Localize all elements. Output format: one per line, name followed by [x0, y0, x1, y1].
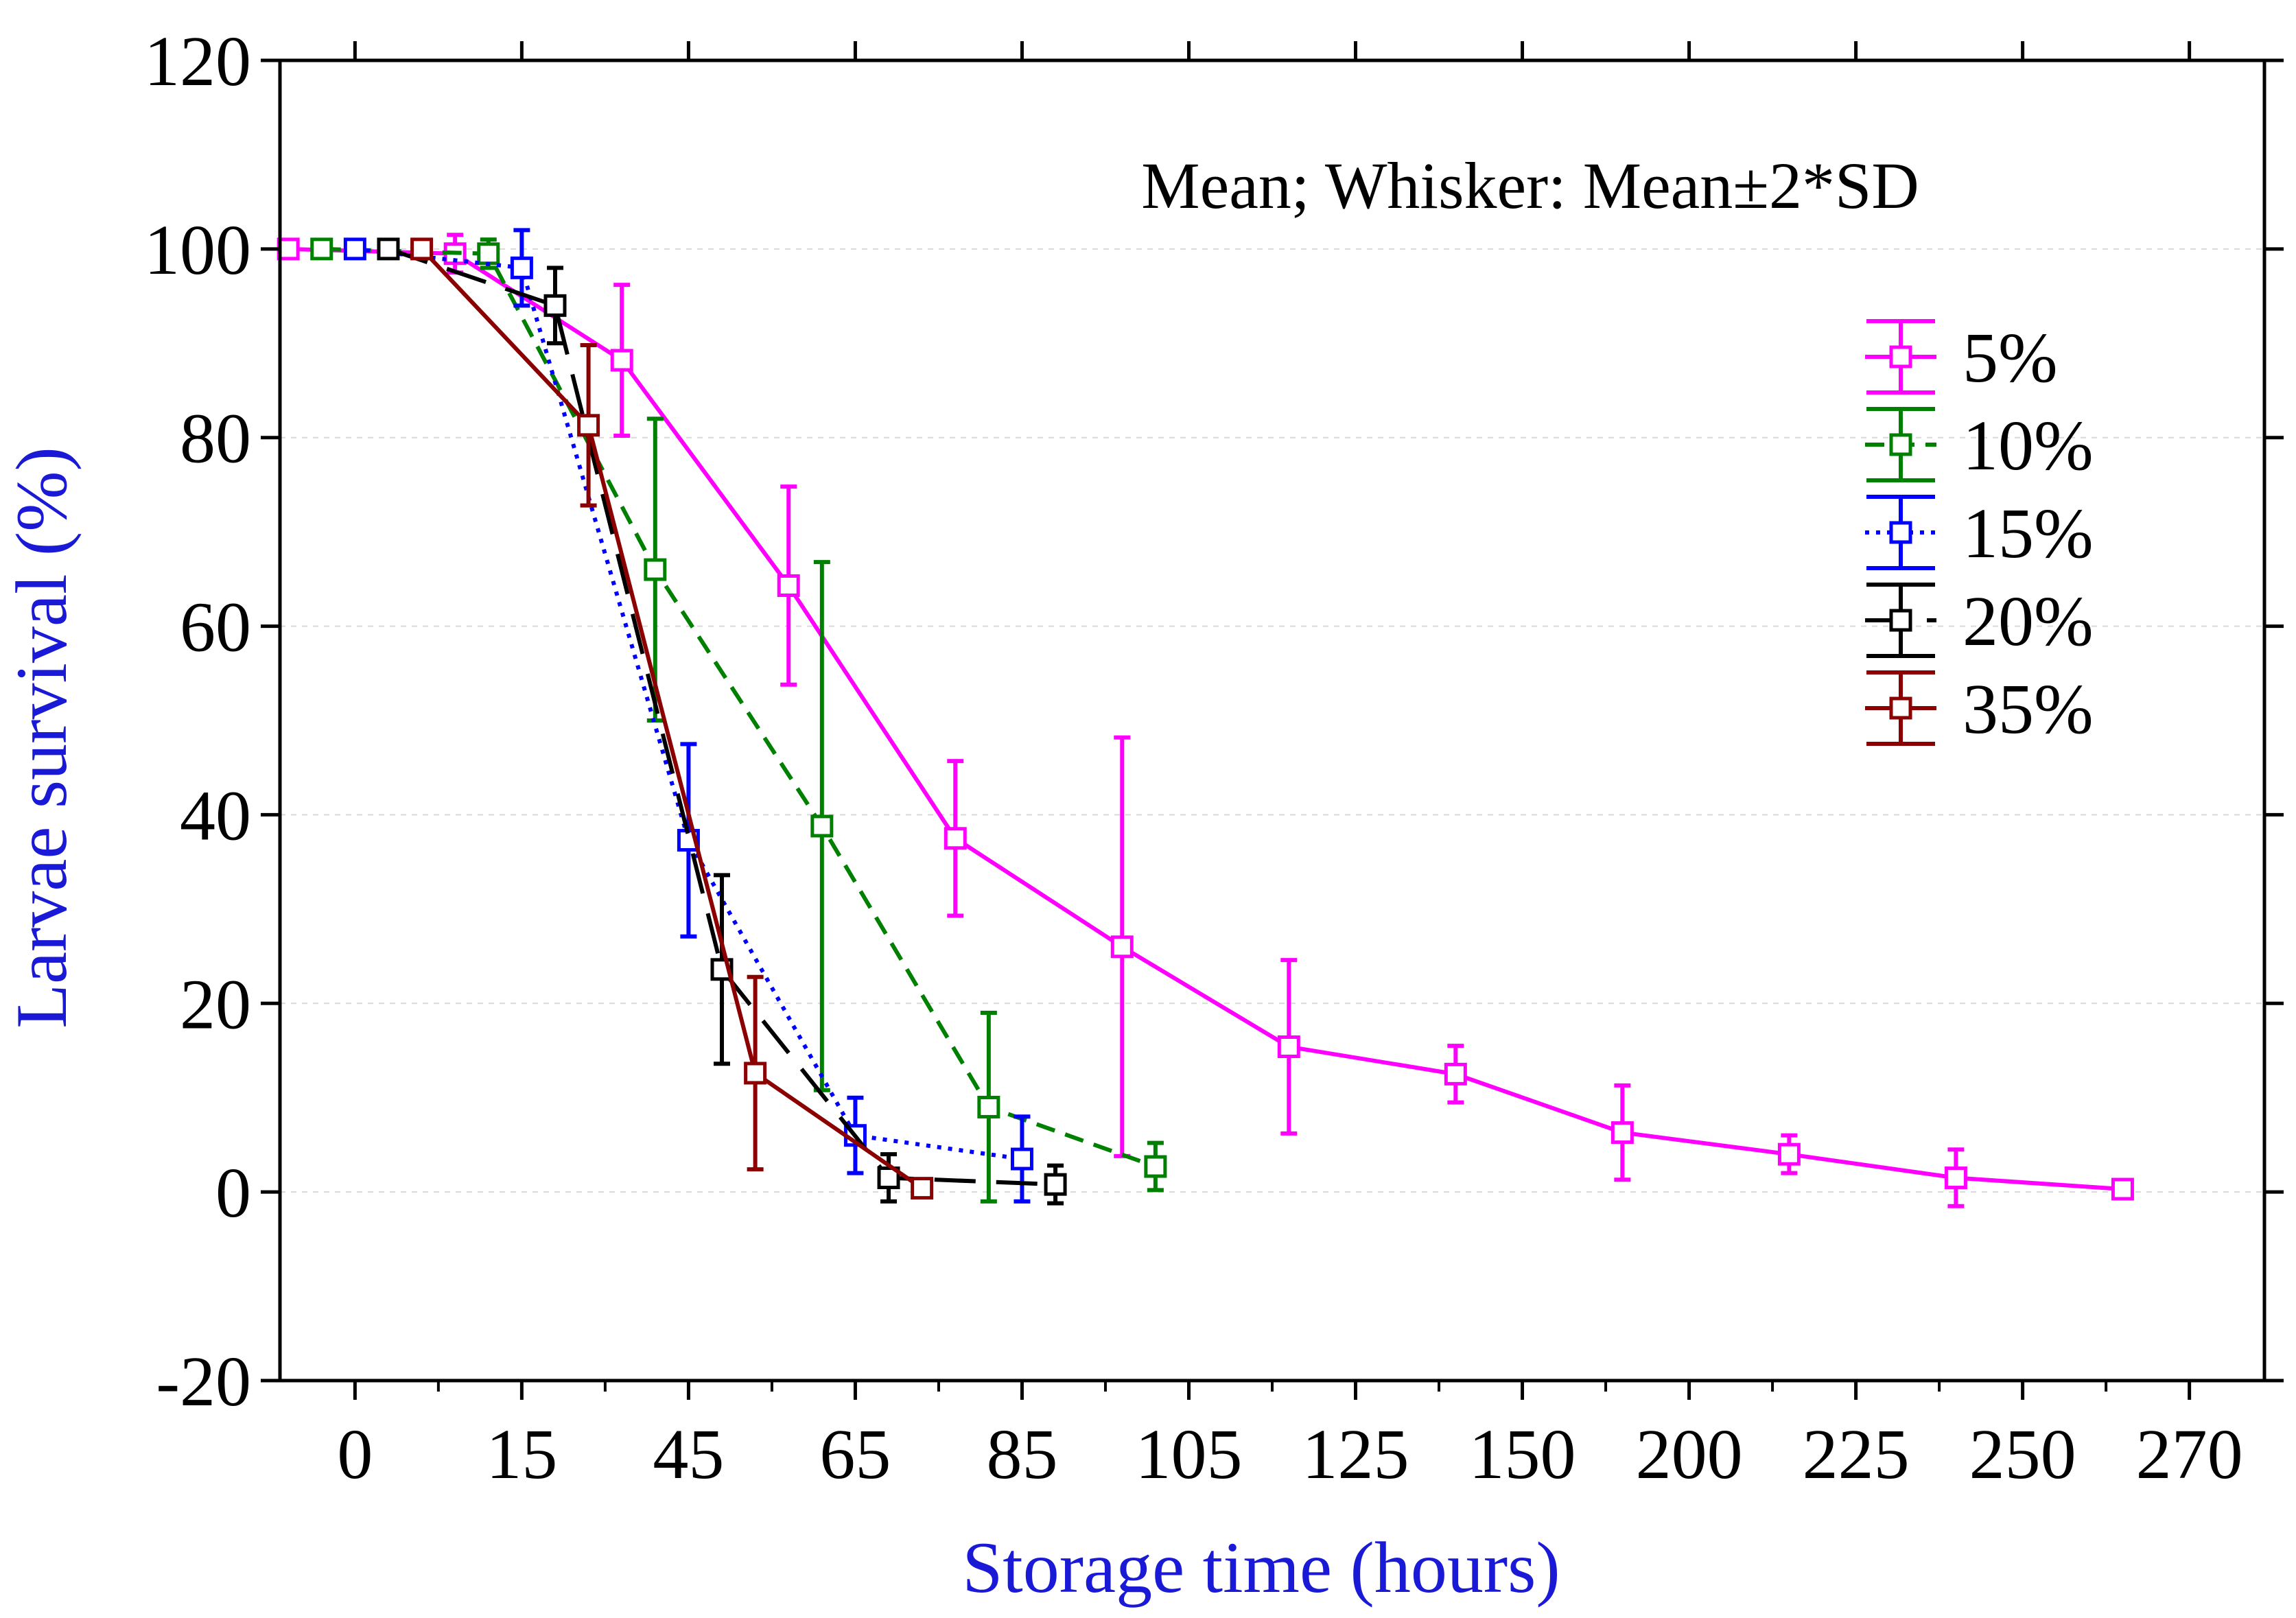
y-tick-label: 120 [144, 22, 251, 101]
legend-label: 15% [1963, 494, 2094, 573]
data-point [1044, 1173, 1067, 1196]
legend-marker [1889, 433, 1912, 456]
data-point [610, 349, 633, 372]
data-point [644, 558, 667, 581]
x-tick-label: 85 [986, 1415, 1057, 1494]
series-line [288, 246, 2123, 1192]
data-point [343, 237, 366, 261]
legend-marker [1889, 696, 1912, 720]
series-line [355, 246, 1022, 1162]
data-point [310, 237, 333, 261]
chart-annotation: Mean; Whisker: Mean±2*SD [1141, 149, 1919, 222]
data-point [1010, 1147, 1033, 1171]
data-point [810, 814, 834, 838]
data-point [744, 1062, 767, 1085]
data-point [1110, 935, 1134, 959]
x-tick-label: 150 [1469, 1415, 1576, 1494]
y-axis-label: Larvae survival (%) [1, 447, 82, 1029]
series-layer [277, 228, 2134, 1208]
x-tick-label: 65 [819, 1415, 891, 1494]
legend-label: 5% [1963, 318, 2058, 397]
legend-label: 20% [1963, 582, 2094, 661]
data-point [377, 237, 400, 261]
series-line [420, 247, 924, 1191]
series-line [388, 247, 1056, 1187]
x-tick-label: 125 [1302, 1415, 1409, 1494]
data-point [1777, 1142, 1801, 1166]
data-point [977, 1095, 1000, 1118]
data-point [1944, 1166, 1967, 1190]
y-tick-label: 40 [180, 776, 251, 855]
data-point [277, 237, 300, 261]
data-point [477, 242, 500, 266]
y-tick-label: 60 [180, 588, 251, 667]
legend-marker [1889, 521, 1912, 544]
series-10pct [310, 237, 1167, 1204]
series-line [321, 246, 1156, 1169]
data-point [543, 294, 567, 317]
legend-item: 35% [1865, 670, 2094, 749]
series-20pct [377, 237, 1067, 1206]
x-tick-label: 45 [653, 1415, 724, 1494]
y-tick-label: 80 [180, 399, 251, 478]
series-35pct [410, 237, 934, 1200]
data-point [911, 1177, 934, 1200]
axes: -20 0 20 40 60 80 100 120 0 15 45 65 85 105 125 150 200 2… [144, 22, 2284, 1494]
x-tick-label: 250 [1969, 1415, 2076, 1494]
x-tick-label: 200 [1636, 1415, 1743, 1494]
legend-item: 15% [1865, 494, 2094, 573]
data-point [2111, 1177, 2134, 1201]
legend-label: 10% [1963, 406, 2094, 485]
data-point [1144, 1155, 1167, 1178]
data-point [1444, 1062, 1467, 1086]
x-tick-label: 0 [337, 1415, 373, 1494]
x-tick-label: 105 [1135, 1415, 1242, 1494]
x-tick-label: 225 [1803, 1415, 1910, 1494]
series-15pct [343, 228, 1033, 1204]
data-point [1610, 1121, 1634, 1145]
series-5pct [277, 233, 2134, 1208]
data-point [410, 237, 434, 261]
grid-lines [280, 248, 2264, 1193]
legend-item: 10% [1865, 406, 2094, 485]
x-tick-label: 15 [486, 1415, 557, 1494]
data-point [577, 414, 600, 437]
y-tick-label: 20 [180, 965, 251, 1044]
legend-marker [1889, 345, 1912, 368]
legend-item: 5% [1865, 318, 2058, 397]
x-axis-label: Storage time (hours) [962, 1527, 1560, 1608]
legend-label: 35% [1963, 670, 2094, 749]
y-tick-label: -20 [156, 1342, 251, 1421]
data-point [1277, 1035, 1300, 1059]
y-tick-label: 0 [215, 1153, 251, 1232]
legend-item: 20% [1865, 582, 2094, 661]
y-tick-label: 100 [144, 211, 251, 290]
data-point [944, 827, 967, 850]
legend-marker [1889, 609, 1912, 632]
data-point [510, 256, 533, 279]
x-tick-label: 270 [2136, 1415, 2243, 1494]
legend: 5% 10% 15% 20% 35% [1865, 318, 2094, 749]
data-point [777, 574, 800, 597]
